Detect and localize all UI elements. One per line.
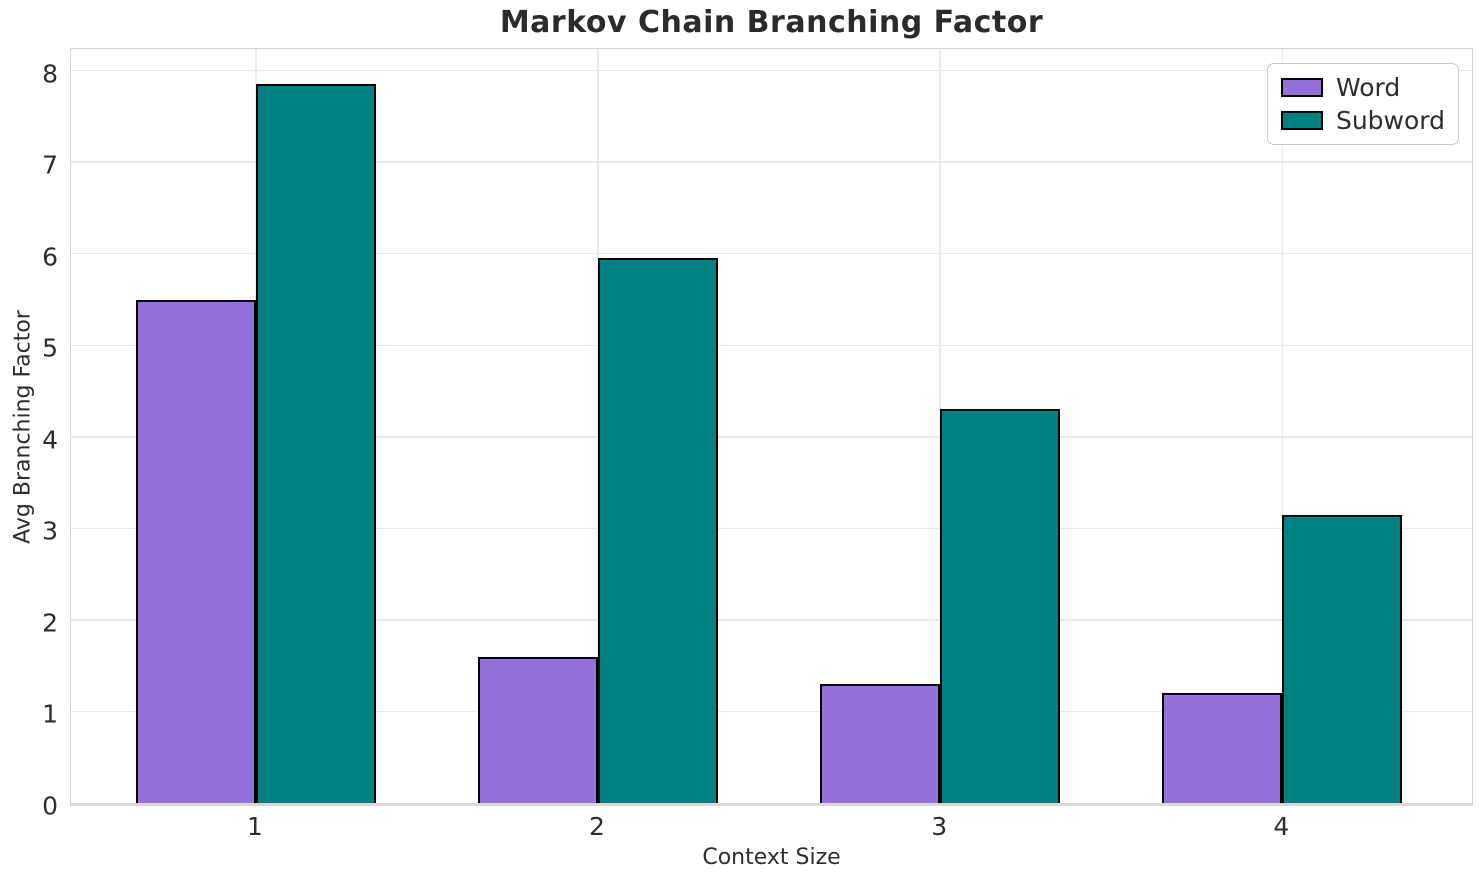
gridline-h-3 [71, 527, 1472, 530]
gridline-h-1 [71, 710, 1472, 713]
x-tick-label-4: 4 [1273, 812, 1290, 841]
y-tick-label-4: 4 [42, 425, 58, 455]
bar-word-3 [820, 684, 941, 803]
gridline-h-5 [71, 344, 1472, 347]
bar-word-2 [477, 656, 598, 803]
legend-item-subword: Subword [1280, 106, 1445, 135]
x-tick-label-2: 2 [589, 812, 605, 841]
y-tick-label-2: 2 [42, 608, 58, 638]
x-tick-label-3: 3 [931, 812, 948, 841]
legend-label-word: Word [1335, 73, 1401, 102]
legend-item-word: Word [1280, 73, 1445, 102]
gridline-h-4 [71, 436, 1472, 438]
bar-subword-3 [940, 409, 1061, 803]
y-tick-label-6: 6 [42, 242, 58, 272]
bar-subword-2 [597, 258, 718, 803]
gridline-h-8 [71, 69, 1472, 72]
gridline-h-6 [71, 252, 1472, 255]
bar-word-1 [135, 299, 256, 803]
bar-subword-4 [1282, 514, 1403, 803]
gridline-v-4 [1281, 49, 1284, 803]
bar-subword-1 [255, 84, 376, 803]
y-tick-label-0: 0 [42, 791, 58, 821]
plot-area: Word Subword [70, 48, 1473, 806]
legend-swatch-subword [1280, 111, 1323, 130]
y-tick-label-1: 1 [42, 699, 58, 729]
y-axis-ticks: 0 1 2 3 4 5 6 7 8 [0, 48, 58, 818]
legend: Word Subword [1266, 63, 1459, 145]
legend-label-subword: Subword [1335, 106, 1445, 135]
y-tick-label-8: 8 [42, 59, 58, 89]
bar-word-4 [1162, 693, 1283, 803]
y-tick-label-3: 3 [42, 516, 58, 546]
y-tick-label-7: 7 [42, 150, 58, 180]
x-axis-ticks: 1 2 3 4 [70, 814, 1473, 844]
y-tick-label-5: 5 [42, 333, 58, 363]
gridline-h-2 [71, 619, 1472, 621]
chart-title: Markov Chain Branching Factor [499, 5, 1044, 40]
x-tick-label-1: 1 [246, 812, 263, 841]
legend-swatch-word [1280, 78, 1323, 97]
x-axis-label: Context Size [702, 845, 841, 870]
gridline-h-7 [71, 161, 1472, 163]
